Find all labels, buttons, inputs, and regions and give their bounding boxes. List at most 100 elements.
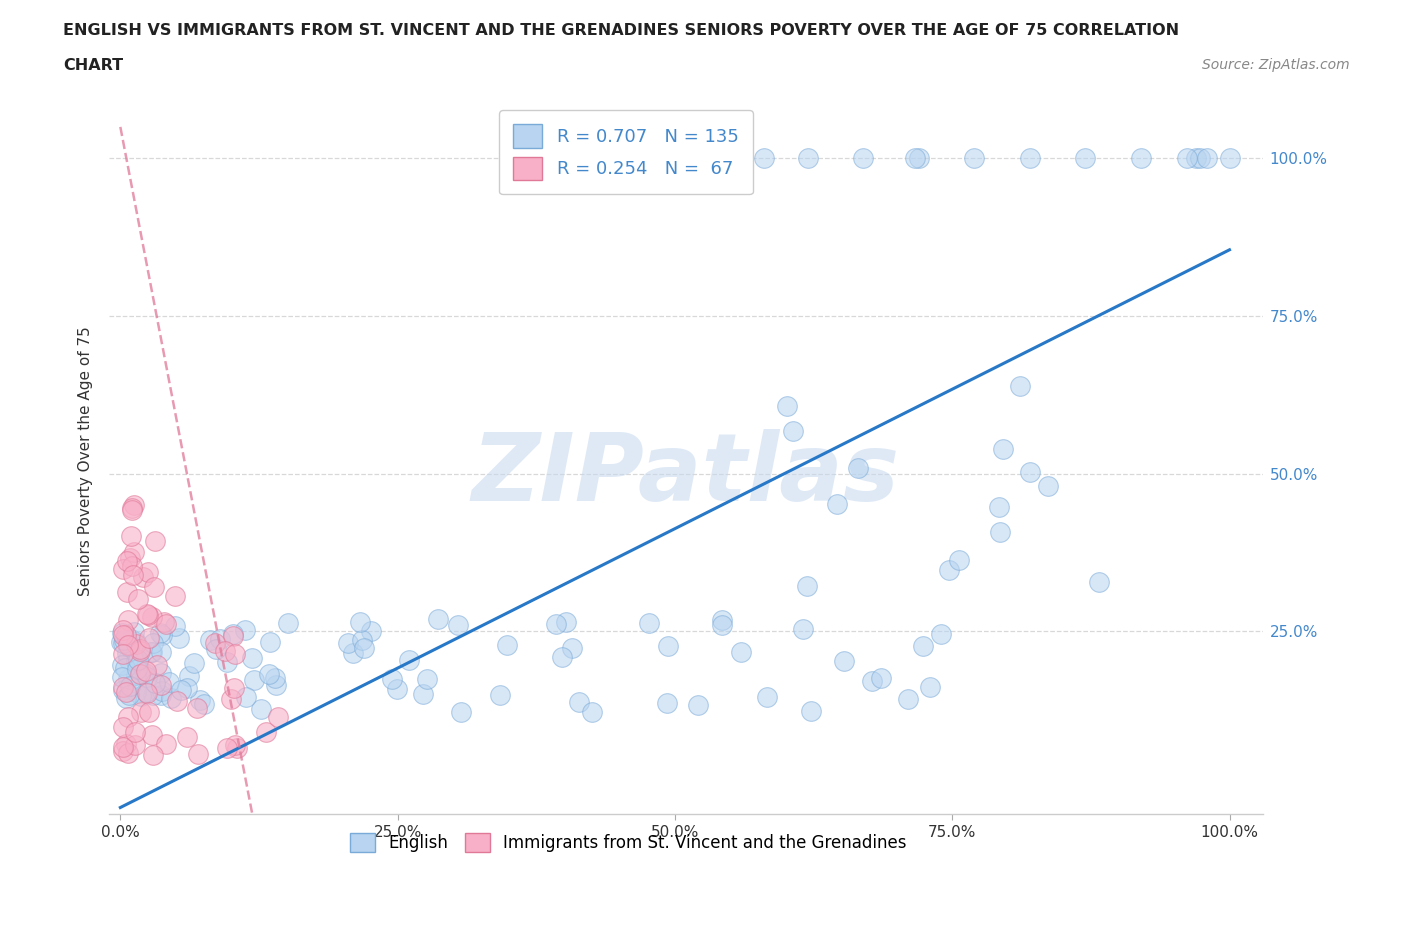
Point [117,746,139,761]
Point [118,640,141,655]
Point [163,618,186,633]
Point [233,623,256,638]
Point [1018,151,1040,166]
Point [142,636,165,651]
Point [150,628,173,643]
Point [117,612,139,627]
Point [243,672,266,687]
Point [782,423,804,438]
Point [160,691,183,706]
Point [136,606,159,621]
Point [832,654,855,669]
Point [117,710,139,724]
Point [129,644,152,658]
Point [792,621,814,636]
Legend: English, Immigrants from St. Vincent and the Grenadines: English, Immigrants from St. Vincent and… [343,826,914,858]
Point [710,612,733,627]
Point [240,650,263,665]
Point [948,552,970,567]
Point [125,634,148,649]
Point [655,696,678,711]
Point [215,655,238,670]
Point [121,559,143,574]
Point [145,676,167,691]
Point [121,503,143,518]
Point [398,652,420,667]
Point [1188,151,1211,166]
Point [426,611,449,626]
Point [111,743,134,758]
Point [1010,379,1032,393]
Point [111,646,134,661]
Point [277,615,299,630]
Point [146,658,169,672]
Point [155,737,177,751]
Point [115,691,138,706]
Point [350,632,373,647]
Point [852,151,875,166]
Point [115,554,138,569]
Text: Source: ZipAtlas.com: Source: ZipAtlas.com [1202,58,1350,72]
Point [170,683,193,698]
Point [121,501,143,516]
Point [111,680,134,695]
Point [908,151,931,166]
Point [257,667,280,682]
Point [204,642,226,657]
Point [125,654,148,669]
Point [776,399,799,414]
Point [118,638,141,653]
Point [214,644,236,658]
Point [141,644,163,659]
Point [150,677,173,692]
Point [177,669,200,684]
Point [112,562,135,577]
Point [727,151,749,166]
Point [136,670,159,684]
Point [111,683,134,698]
Point [561,641,583,656]
Point [155,617,177,631]
Point [117,639,139,654]
Point [489,688,512,703]
Point [165,589,187,604]
Point [110,634,132,649]
Point [929,627,952,642]
Text: ZIPatlas: ZIPatlas [472,429,900,521]
Point [730,644,752,659]
Point [134,666,156,681]
Point [157,674,180,689]
Point [938,562,960,577]
Point [912,639,935,654]
Point [124,737,146,752]
Point [235,689,257,704]
Point [143,534,166,549]
Point [193,697,215,711]
Point [125,662,148,677]
Point [416,671,439,686]
Point [129,642,152,657]
Point [1019,464,1042,479]
Text: CHART: CHART [63,58,124,73]
Point [136,608,159,623]
Point [120,528,142,543]
Point [111,739,134,754]
Point [142,748,165,763]
Point [132,570,155,585]
Point [139,644,162,659]
Point [209,631,232,646]
Point [450,705,472,720]
Point [904,151,927,166]
Point [149,645,172,660]
Point [142,579,165,594]
Point [686,698,709,712]
Point [186,701,208,716]
Point [150,687,173,702]
Y-axis label: Seniors Poverty Over the Age of 75: Seniors Poverty Over the Age of 75 [79,326,93,596]
Point [167,631,190,645]
Point [136,565,159,580]
Point [204,635,226,650]
Point [112,635,135,650]
Point [250,701,273,716]
Point [115,737,138,751]
